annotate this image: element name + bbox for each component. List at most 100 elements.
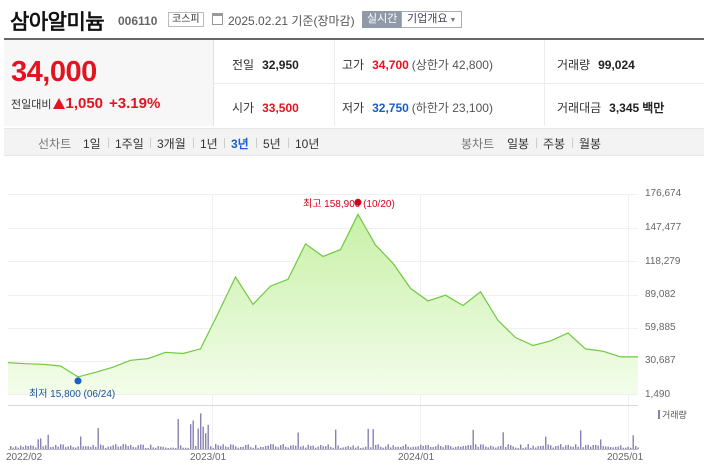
- volume-bar: [172, 447, 174, 449]
- volume-bar: [600, 439, 602, 449]
- volume-bar: [420, 444, 422, 449]
- period-tabs: 선차트 1일 1주일 3개월 1년 3년 5년 10년 봉차트 일봉 주봉 월봉: [4, 128, 704, 156]
- x-tick-label: 2025/01: [607, 452, 644, 463]
- volume-bars: [10, 413, 639, 449]
- volume-bar: [365, 446, 367, 449]
- volume-bar: [55, 444, 57, 449]
- tab-3y[interactable]: 3년: [231, 137, 249, 151]
- stock-code: 006110: [118, 14, 158, 28]
- volume-bar: [302, 445, 304, 449]
- volume-bar: [637, 447, 639, 449]
- volume-bar: [67, 446, 69, 449]
- volume-bar: [170, 447, 172, 449]
- volume-bar: [282, 444, 284, 449]
- volume-bar: [487, 447, 489, 449]
- tab-monthly[interactable]: 월봉: [579, 137, 602, 151]
- volume-bar: [230, 444, 232, 449]
- volume-bar: [187, 447, 189, 449]
- volume-bar: [205, 433, 207, 449]
- volume-bar: [535, 447, 537, 449]
- y-tick-label: 1,490: [645, 389, 671, 400]
- tab-1y[interactable]: 1년: [200, 137, 218, 151]
- volume-bar: [180, 445, 182, 449]
- volume-bar: [445, 445, 447, 449]
- volume-bar: [525, 447, 527, 449]
- tab-weekly[interactable]: 주봉: [543, 137, 566, 151]
- tab-3m[interactable]: 3개월: [157, 137, 186, 151]
- volume-bar: [465, 445, 467, 449]
- tab-1w[interactable]: 1주일: [115, 137, 144, 151]
- prev-close-value: 32,950: [262, 58, 299, 72]
- volume-bar: [127, 446, 129, 449]
- volume-bar: [165, 447, 167, 449]
- volume-bar: [297, 432, 299, 449]
- volume-bar: [175, 448, 177, 449]
- volume-bar: [635, 446, 637, 449]
- volume-bar: [377, 444, 379, 449]
- volume-bar: [105, 447, 107, 449]
- amount-unit: 백만: [642, 101, 665, 115]
- tab-daily[interactable]: 일봉: [507, 137, 530, 151]
- volume-bar: [545, 436, 547, 449]
- volume-bar: [320, 445, 322, 449]
- max-annotation: 최고 158,900 (10/20): [303, 199, 395, 210]
- quote-panel: 34,000 전일대비 1,050 +3.19% 전일 32,950 시가 33,500…: [4, 38, 704, 126]
- volume-bar: [77, 446, 79, 449]
- current-price: 34,000: [11, 56, 97, 88]
- amount-label: 거래대금: [557, 101, 602, 115]
- volume-bar: [407, 446, 409, 449]
- volume-bar: [222, 444, 224, 449]
- candle-chart-label: 봉차트: [461, 137, 495, 151]
- volume-bar: [82, 446, 84, 449]
- volume-bar: [352, 445, 354, 449]
- chevron-down-icon: ▼: [449, 17, 457, 24]
- low-label: 저가: [342, 101, 365, 115]
- volume-bar: [280, 445, 282, 449]
- tab-10y[interactable]: 10년: [295, 137, 320, 151]
- volume-bar: [542, 445, 544, 449]
- high-label: 고가: [342, 58, 365, 72]
- volume-bar: [75, 447, 77, 449]
- volume-bar: [335, 429, 337, 449]
- volume-bar: [162, 446, 164, 449]
- volume-bar: [210, 446, 212, 449]
- volume-bar: [250, 447, 252, 449]
- volume-bar: [442, 447, 444, 449]
- realtime-button[interactable]: 실시간: [362, 11, 403, 28]
- volume-bar: [440, 446, 442, 449]
- trade-amount: 거래대금 3,345 백만: [557, 99, 664, 116]
- volume-bar: [470, 445, 472, 449]
- max-marker: [354, 198, 362, 206]
- volume-bar: [567, 444, 569, 449]
- volume-bar: [197, 428, 199, 449]
- volume-bar: [425, 445, 427, 449]
- volume-bar: [395, 447, 397, 449]
- quote-divider: [334, 40, 335, 126]
- volume-bar: [25, 445, 27, 449]
- volume-bar: [355, 447, 357, 449]
- volume-bar: [380, 446, 382, 449]
- tab-5y[interactable]: 5년: [263, 137, 281, 151]
- volume-bar: [120, 446, 122, 449]
- y-tick-label: 176,674: [645, 188, 682, 199]
- volume-bar: [42, 446, 44, 449]
- volume-bar: [152, 447, 154, 449]
- change-percent: +3.19%: [109, 95, 161, 112]
- volume-bar: [550, 445, 552, 449]
- company-info-button[interactable]: 기업개요 ▼: [401, 11, 463, 28]
- volume-bar: [155, 447, 157, 449]
- tab-1d[interactable]: 1일: [83, 137, 101, 151]
- volume-bar: [435, 446, 437, 449]
- volume-bar: [22, 446, 24, 449]
- volume-bar: [405, 444, 407, 449]
- change-label: 전일대비: [11, 99, 52, 111]
- volume-bar: [237, 447, 239, 449]
- volume-bar: [492, 446, 494, 449]
- volume-bar: [617, 446, 619, 449]
- volume-bar: [12, 447, 14, 449]
- volume-bar: [615, 446, 617, 449]
- volume-bar: [580, 430, 582, 449]
- min-annotation: 최저 15,800 (06/24): [29, 389, 116, 400]
- volume-bar: [372, 429, 374, 449]
- x-tick-label: 2022/02: [6, 452, 43, 463]
